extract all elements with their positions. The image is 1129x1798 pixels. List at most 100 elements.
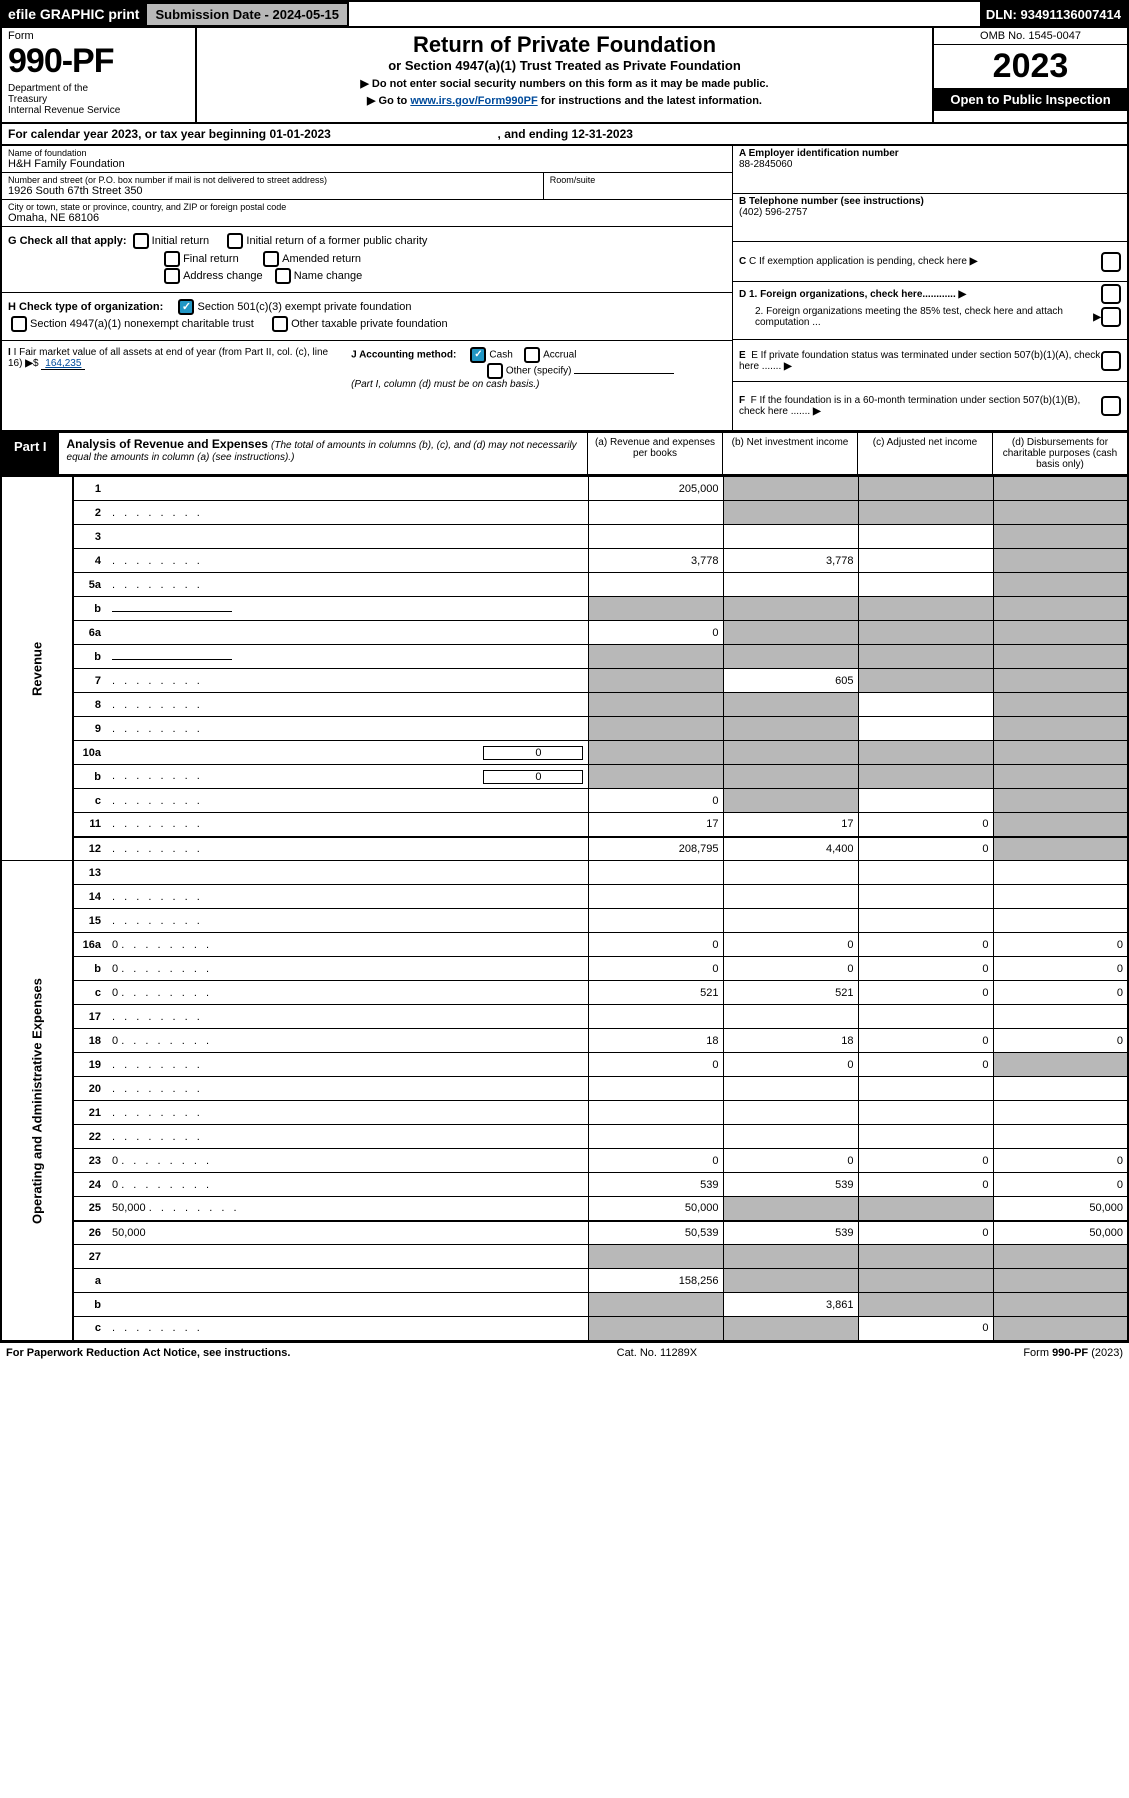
col-b-value: 539 xyxy=(723,1173,858,1197)
col-d-value xyxy=(993,573,1128,597)
line-number: b xyxy=(73,765,107,789)
col-c-value xyxy=(858,885,993,909)
col-a-value: 0 xyxy=(588,1149,723,1173)
line-desc: 50,000 . . . . . . . . xyxy=(107,1197,588,1221)
col-a-value: 205,000 xyxy=(588,477,723,501)
col-b-value xyxy=(723,885,858,909)
cash-check[interactable]: ✓ xyxy=(470,347,486,363)
col-d-value xyxy=(993,477,1128,501)
line-number: 16a xyxy=(73,933,107,957)
h-opt-2: Section 4947(a)(1) nonexempt charitable … xyxy=(30,318,254,330)
city-value: Omaha, NE 68106 xyxy=(8,212,726,224)
table-row: 11 . . . . . . . .17170 xyxy=(1,813,1128,837)
line-number: 12 xyxy=(73,837,107,861)
line-number: c xyxy=(73,789,107,813)
col-c-value xyxy=(858,1293,993,1317)
col-b-value xyxy=(723,1317,858,1341)
col-d-value: 0 xyxy=(993,933,1128,957)
header-center: Return of Private Foundation or Section … xyxy=(197,28,932,122)
name-change-check[interactable] xyxy=(275,268,291,284)
topbar-spacer xyxy=(349,2,980,26)
line-desc: . . . . . . . . xyxy=(107,909,588,933)
line-number: a xyxy=(73,1269,107,1293)
line-desc xyxy=(107,1269,588,1293)
col-a-value xyxy=(588,1317,723,1341)
col-c-value xyxy=(858,645,993,669)
line-number: 19 xyxy=(73,1053,107,1077)
col-a-value xyxy=(588,1245,723,1269)
col-d-value xyxy=(993,549,1128,573)
line-number: c xyxy=(73,981,107,1005)
fmv-link[interactable]: 164,235 xyxy=(41,358,85,370)
table-row: 4 . . . . . . . .3,7783,778 xyxy=(1,549,1128,573)
col-b-value: 18 xyxy=(723,1029,858,1053)
line-desc: . . . . . . . . xyxy=(107,837,588,861)
accrual-check[interactable] xyxy=(524,347,540,363)
line-number: 4 xyxy=(73,549,107,573)
col-c-value: 0 xyxy=(858,1149,993,1173)
line-desc: 0 . . . . . . . . xyxy=(107,957,588,981)
f-label: F If the foundation is in a 60-month ter… xyxy=(739,395,1080,417)
room-label: Room/suite xyxy=(550,175,726,185)
final-return-check[interactable] xyxy=(164,251,180,267)
col-d-value xyxy=(993,1077,1128,1101)
col-d-value xyxy=(993,885,1128,909)
c-checkbox[interactable] xyxy=(1101,252,1121,272)
col-c-value xyxy=(858,573,993,597)
other-method-check[interactable] xyxy=(487,363,503,379)
other-taxable-check[interactable] xyxy=(272,316,288,332)
line-desc xyxy=(107,645,588,669)
d2-checkbox[interactable] xyxy=(1101,307,1121,327)
table-row: 6a0 xyxy=(1,621,1128,645)
col-a-value: 539 xyxy=(588,1173,723,1197)
col-c-value xyxy=(858,477,993,501)
instr2-pre: ▶ Go to xyxy=(367,95,410,107)
col-d-value xyxy=(993,669,1128,693)
col-b-value: 539 xyxy=(723,1221,858,1245)
col-d-value xyxy=(993,789,1128,813)
col-a-value xyxy=(588,909,723,933)
f-checkbox[interactable] xyxy=(1101,396,1121,416)
footer-right: Form 990-PF (2023) xyxy=(1023,1347,1123,1359)
col-d-value xyxy=(993,813,1128,837)
city-label: City or town, state or province, country… xyxy=(8,202,726,212)
col-b-value xyxy=(723,597,858,621)
table-row: 19 . . . . . . . .000 xyxy=(1,1053,1128,1077)
entity-info: Name of foundation H&H Family Foundation… xyxy=(0,146,1129,432)
501c3-check[interactable]: ✓ xyxy=(178,299,194,315)
amended-return-check[interactable] xyxy=(263,251,279,267)
line-number: 23 xyxy=(73,1149,107,1173)
col-c-value xyxy=(858,741,993,765)
table-row: 20 . . . . . . . . xyxy=(1,1077,1128,1101)
col-a-value: 50,000 xyxy=(588,1197,723,1221)
d1-checkbox[interactable] xyxy=(1101,284,1121,304)
line-number: 6a xyxy=(73,621,107,645)
col-a-value: 0 xyxy=(588,933,723,957)
initial-former-check[interactable] xyxy=(227,233,243,249)
e-checkbox[interactable] xyxy=(1101,351,1121,371)
4947a1-check[interactable] xyxy=(11,316,27,332)
side-label: Revenue xyxy=(1,477,73,861)
line-desc: . . . . . . . . xyxy=(107,549,588,573)
initial-return-check[interactable] xyxy=(133,233,149,249)
calyear-end: 12-31-2023 xyxy=(572,127,633,141)
col-a-value xyxy=(588,1125,723,1149)
form-title: Return of Private Foundation xyxy=(207,32,922,58)
line-number: 3 xyxy=(73,525,107,549)
form990pf-link[interactable]: www.irs.gov/Form990PF xyxy=(410,95,537,107)
part1-desc: Analysis of Revenue and Expenses (The to… xyxy=(59,433,587,474)
line-number: 17 xyxy=(73,1005,107,1029)
address-cell: Number and street (or P.O. box number if… xyxy=(2,173,543,200)
page-footer: For Paperwork Reduction Act Notice, see … xyxy=(0,1342,1129,1363)
name-label: Name of foundation xyxy=(8,148,726,158)
foundation-name-cell: Name of foundation H&H Family Foundation xyxy=(2,146,732,173)
table-row: 12 . . . . . . . .208,7954,4000 xyxy=(1,837,1128,861)
line-number: 15 xyxy=(73,909,107,933)
table-row: 180 . . . . . . . .181800 xyxy=(1,1029,1128,1053)
address-change-check[interactable] xyxy=(164,268,180,284)
col-d-value xyxy=(993,1245,1128,1269)
h-opt-3: Other taxable private foundation xyxy=(291,318,448,330)
efile-label[interactable]: efile GRAPHIC print xyxy=(2,3,145,25)
ein-cell: A Employer identification number 88-2845… xyxy=(733,146,1127,194)
col-d-value xyxy=(993,1269,1128,1293)
